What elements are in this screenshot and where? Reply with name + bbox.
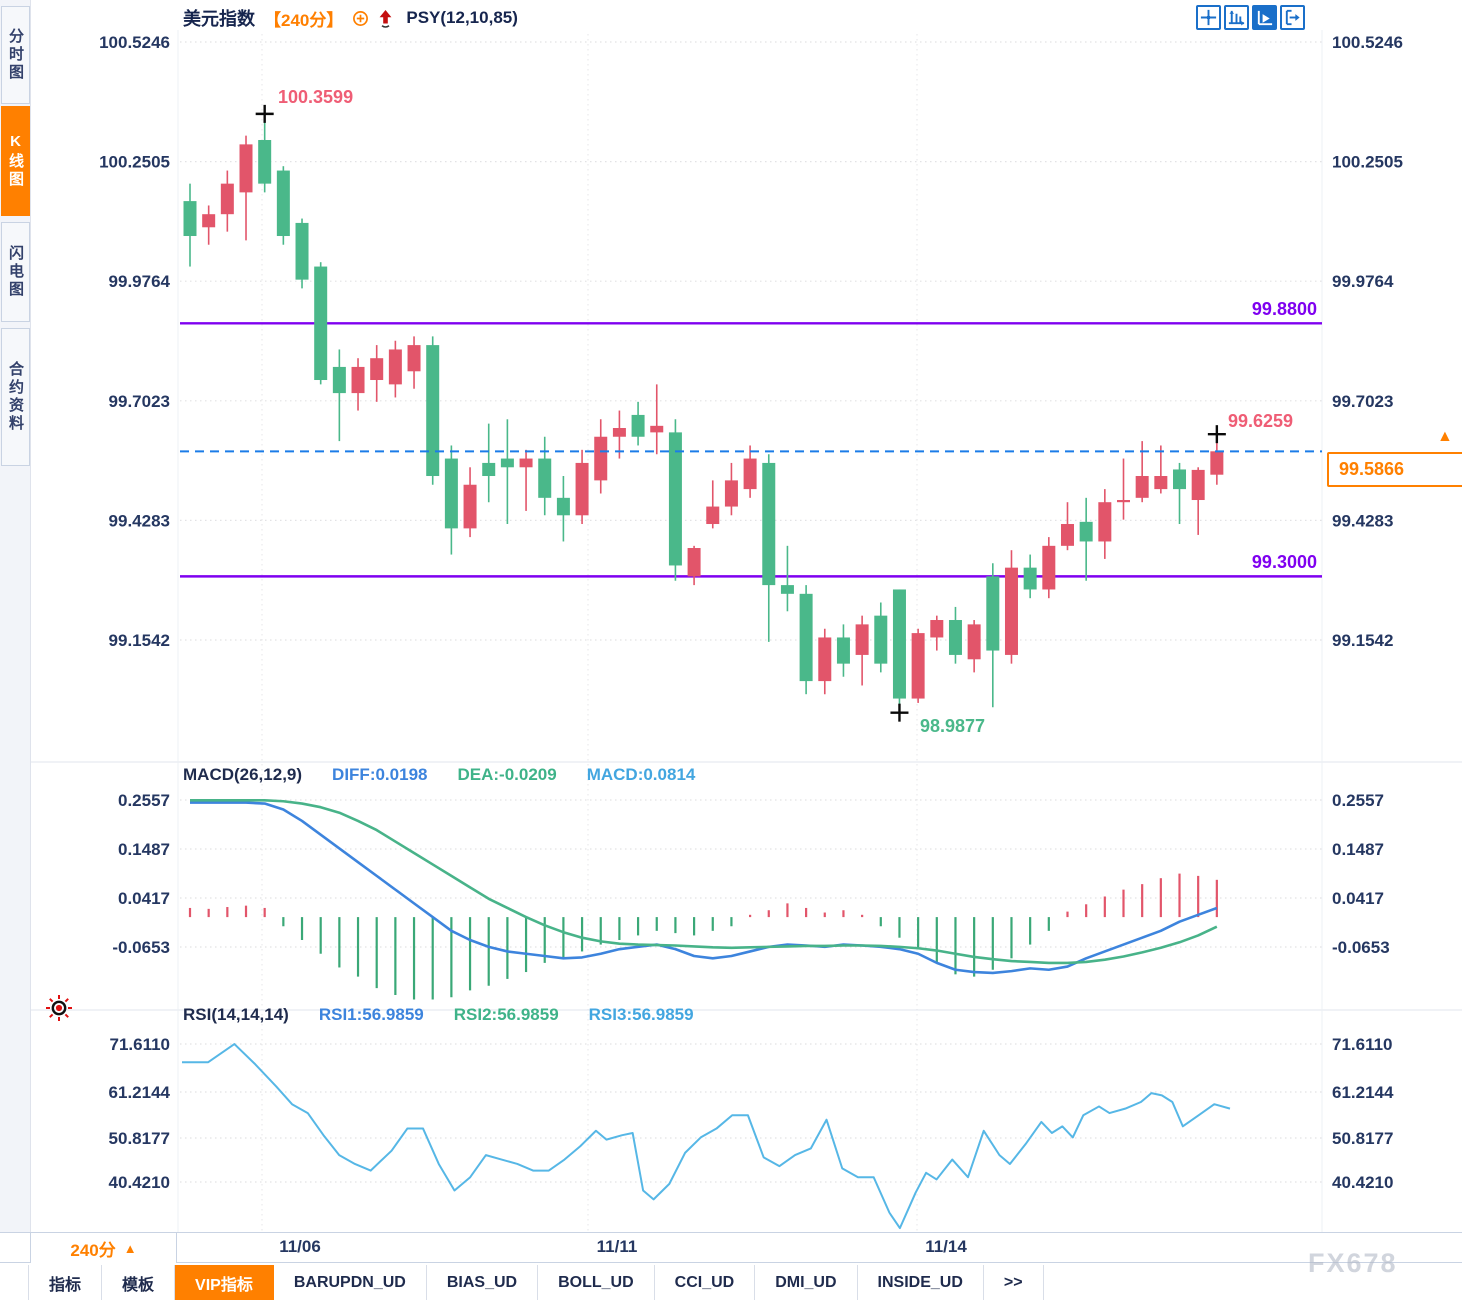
bottom-tab-boll_ud[interactable]: BOLL_UD (538, 1265, 655, 1300)
svg-text:99.7023: 99.7023 (109, 392, 170, 411)
sun-indicator-icon[interactable] (44, 993, 74, 1028)
chart-toolbar (1196, 5, 1305, 30)
interval-button-label: 240分 (70, 1240, 116, 1260)
bottom-tab-barupdn_ud[interactable]: BARUPDN_UD (274, 1265, 427, 1300)
rsi2-value: RSI2:56.9859 (453, 1005, 559, 1024)
svg-text:99.1542: 99.1542 (1332, 631, 1393, 650)
lower-level-label: 99.3000 (1251, 552, 1317, 572)
sidebar-tab-contract-info[interactable]: 合约资料 (1, 328, 30, 466)
rsi3-value: RSI3:56.9859 (588, 1005, 694, 1024)
svg-text:-0.0653: -0.0653 (1332, 938, 1390, 957)
svg-text:99.4283: 99.4283 (1332, 511, 1393, 530)
svg-text:0.1487: 0.1487 (118, 840, 170, 859)
bottom-tab--[interactable]: 指标 (28, 1265, 103, 1300)
svg-text:0.2557: 0.2557 (1332, 791, 1384, 810)
macd-macd-value: MACD:0.0814 (586, 765, 696, 784)
svg-text:71.6110: 71.6110 (1332, 1035, 1393, 1054)
svg-text:99.4283: 99.4283 (109, 511, 170, 530)
bottom-tab--[interactable]: 模板 (102, 1265, 176, 1300)
rsi-header: RSI(14,14,14) RSI1:56.9859 RSI2:56.9859 … (183, 1005, 694, 1025)
chart-title-row: 美元指数 【240分】 PSY(12,10,85) (183, 6, 518, 30)
svg-text:0.0417: 0.0417 (1332, 889, 1384, 908)
interval-tag[interactable]: 【240分】 (264, 10, 344, 30)
sidebar-tab-flash[interactable]: 闪电图 (1, 222, 30, 322)
symbol-title: 美元指数 (183, 9, 255, 29)
svg-text:40.4210: 40.4210 (109, 1173, 170, 1192)
circle-plus-icon[interactable] (352, 10, 369, 27)
upper-level-label: 99.8800 (1251, 299, 1317, 319)
macd-name-label[interactable]: MACD(26,12,9) (183, 765, 303, 784)
macd-header: MACD(26,12,9) DIFF:0.0198 DEA:-0.0209 MA… (183, 765, 695, 785)
svg-text:100.2505: 100.2505 (1332, 153, 1403, 172)
bottom-tab-bar: 指标 模板 VIP指标 BARUPDN_UD BIAS_UD BOLL_UD CCI_UD D… (0, 1265, 1462, 1300)
svg-text:100.2505: 100.2505 (99, 153, 170, 172)
svg-text:61.2144: 61.2144 (109, 1083, 171, 1102)
up-arrow-icon (378, 9, 393, 28)
high-price-label: 100.3599 (278, 87, 354, 107)
svg-text:100.5246: 100.5246 (99, 33, 170, 52)
sidebar-tab-time-share[interactable]: 分时图 (1, 6, 30, 104)
crosshair-icon[interactable] (1196, 5, 1221, 30)
svg-text:61.2144: 61.2144 (1332, 1083, 1394, 1102)
macd-diff-value: DIFF:0.0198 (332, 765, 428, 784)
bottom-tab-inside_ud[interactable]: INSIDE_UD (858, 1265, 984, 1300)
current-price-tag: 99.5866 (1327, 452, 1462, 487)
chart-canvas[interactable]: 100.5246 100.5246 100.2505 100.2505 99.9764 9… (30, 0, 1462, 1232)
svg-text:0.0417: 0.0417 (118, 889, 170, 908)
pan-export-icon[interactable] (1280, 5, 1305, 30)
sidebar-tab-kline[interactable]: K线图 (1, 106, 30, 216)
last-high-label: 99.6259 (1228, 411, 1294, 431)
bottom-tab-dmi_ud[interactable]: DMI_UD (755, 1265, 858, 1300)
svg-text:99.7023: 99.7023 (1332, 392, 1393, 411)
bottom-tab->>[interactable]: >> (984, 1265, 1044, 1300)
svg-text:-0.0653: -0.0653 (112, 938, 170, 957)
x-axis-date-label: 11/14 (925, 1237, 967, 1256)
svg-text:50.8177: 50.8177 (1332, 1129, 1393, 1148)
rsi-name-label[interactable]: RSI(14,14,14) (183, 1005, 289, 1024)
svg-text:0.2557: 0.2557 (118, 791, 170, 810)
current-price-marker-icon: ▲ (1437, 428, 1453, 445)
svg-text:50.8177: 50.8177 (109, 1129, 170, 1148)
svg-text:0.1487: 0.1487 (1332, 840, 1384, 859)
svg-text:99.1542: 99.1542 (109, 631, 170, 650)
watermark: FX678 (1308, 1248, 1398, 1278)
bottom-tab-cci_ud[interactable]: CCI_UD (655, 1265, 756, 1300)
svg-text:40.4210: 40.4210 (1332, 1173, 1393, 1192)
x-axis-row: 240分 ▲ 11/06 11/11 11/14 (0, 1232, 1462, 1263)
x-axis-date-label: 11/11 (596, 1237, 638, 1256)
svg-text:71.6110: 71.6110 (109, 1035, 170, 1054)
overlay-indicator-label[interactable]: PSY(12,10,85) (406, 8, 518, 27)
low-price-label: 98.9877 (920, 716, 986, 736)
interval-up-arrow-icon: ▲ (123, 1240, 137, 1256)
interval-button[interactable]: 240分 ▲ (30, 1233, 177, 1263)
axis-zoom-icon[interactable] (1224, 5, 1249, 30)
auto-scale-icon[interactable] (1252, 5, 1277, 30)
svg-text:99.9764: 99.9764 (1332, 272, 1394, 291)
bottom-tab-vip-[interactable]: VIP指标 (175, 1265, 274, 1300)
bottom-tab-bias_ud[interactable]: BIAS_UD (427, 1265, 539, 1300)
sidebar: 分时图 K线图闪电图合约资料 (0, 0, 31, 1232)
x-axis-date-label: 11/06 (279, 1237, 321, 1256)
svg-text:99.9764: 99.9764 (109, 272, 171, 291)
rsi1-value: RSI1:56.9859 (318, 1005, 424, 1024)
svg-text:100.5246: 100.5246 (1332, 33, 1403, 52)
macd-dea-value: DEA:-0.0209 (457, 765, 557, 784)
